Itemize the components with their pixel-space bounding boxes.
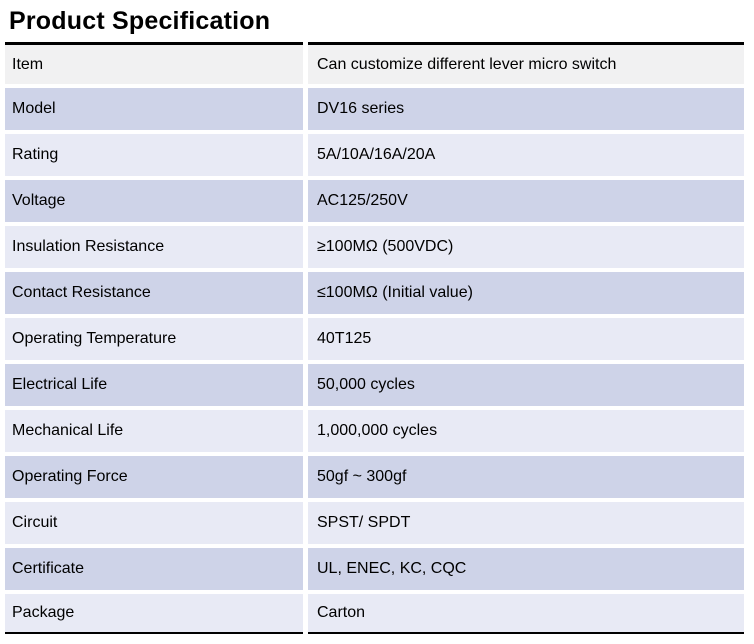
page-title: Product Specification [9,7,271,35]
spec-label: Certificate [5,548,303,590]
spec-label: Electrical Life [5,364,303,406]
spec-value: ≤100MΩ (Initial value) [308,272,744,314]
table-row-insulation-resistance: Insulation Resistance ≥100MΩ (500VDC) [5,226,744,268]
spec-label: Circuit [5,502,303,544]
spec-label: Package [5,594,303,634]
spec-value: DV16 series [308,88,744,130]
table-row-model: Model DV16 series [5,88,744,130]
spec-value: UL, ENEC, KC, CQC [308,548,744,590]
spec-label: Insulation Resistance [5,226,303,268]
spec-label: Operating Temperature [5,318,303,360]
table-row-operating-force: Operating Force 50gf ~ 300gf [5,456,744,498]
spec-value: Can customize different lever micro swit… [308,42,744,84]
spec-label: Operating Force [5,456,303,498]
table-row-operating-temperature: Operating Temperature 40T125 [5,318,744,360]
product-spec-table: Item Can customize different lever micro… [0,38,749,638]
spec-label: Model [5,88,303,130]
spec-value: 40T125 [308,318,744,360]
spec-label: Item [5,42,303,84]
spec-label: Contact Resistance [5,272,303,314]
table-row-voltage: Voltage AC125/250V [5,180,744,222]
table-row-item: Item Can customize different lever micro… [5,42,744,84]
spec-value: AC125/250V [308,180,744,222]
spec-value: SPST/ SPDT [308,502,744,544]
table-row-contact-resistance: Contact Resistance ≤100MΩ (Initial value… [5,272,744,314]
table-row-electrical-life: Electrical Life 50,000 cycles [5,364,744,406]
spec-value: ≥100MΩ (500VDC) [308,226,744,268]
spec-label: Rating [5,134,303,176]
spec-value: 1,000,000 cycles [308,410,744,452]
spec-label: Voltage [5,180,303,222]
table-row-rating: Rating 5A/10A/16A/20A [5,134,744,176]
spec-value: Carton [308,594,744,634]
table-row-mechanical-life: Mechanical Life 1,000,000 cycles [5,410,744,452]
spec-value: 50gf ~ 300gf [308,456,744,498]
spec-value: 5A/10A/16A/20A [308,134,744,176]
table-row-certificate: Certificate UL, ENEC, KC, CQC [5,548,744,590]
table-row-package: Package Carton [5,594,744,634]
product-spec-page: Product Specification Item Can customize… [0,6,754,644]
spec-label: Mechanical Life [5,410,303,452]
table-row-circuit: Circuit SPST/ SPDT [5,502,744,544]
spec-value: 50,000 cycles [308,364,744,406]
